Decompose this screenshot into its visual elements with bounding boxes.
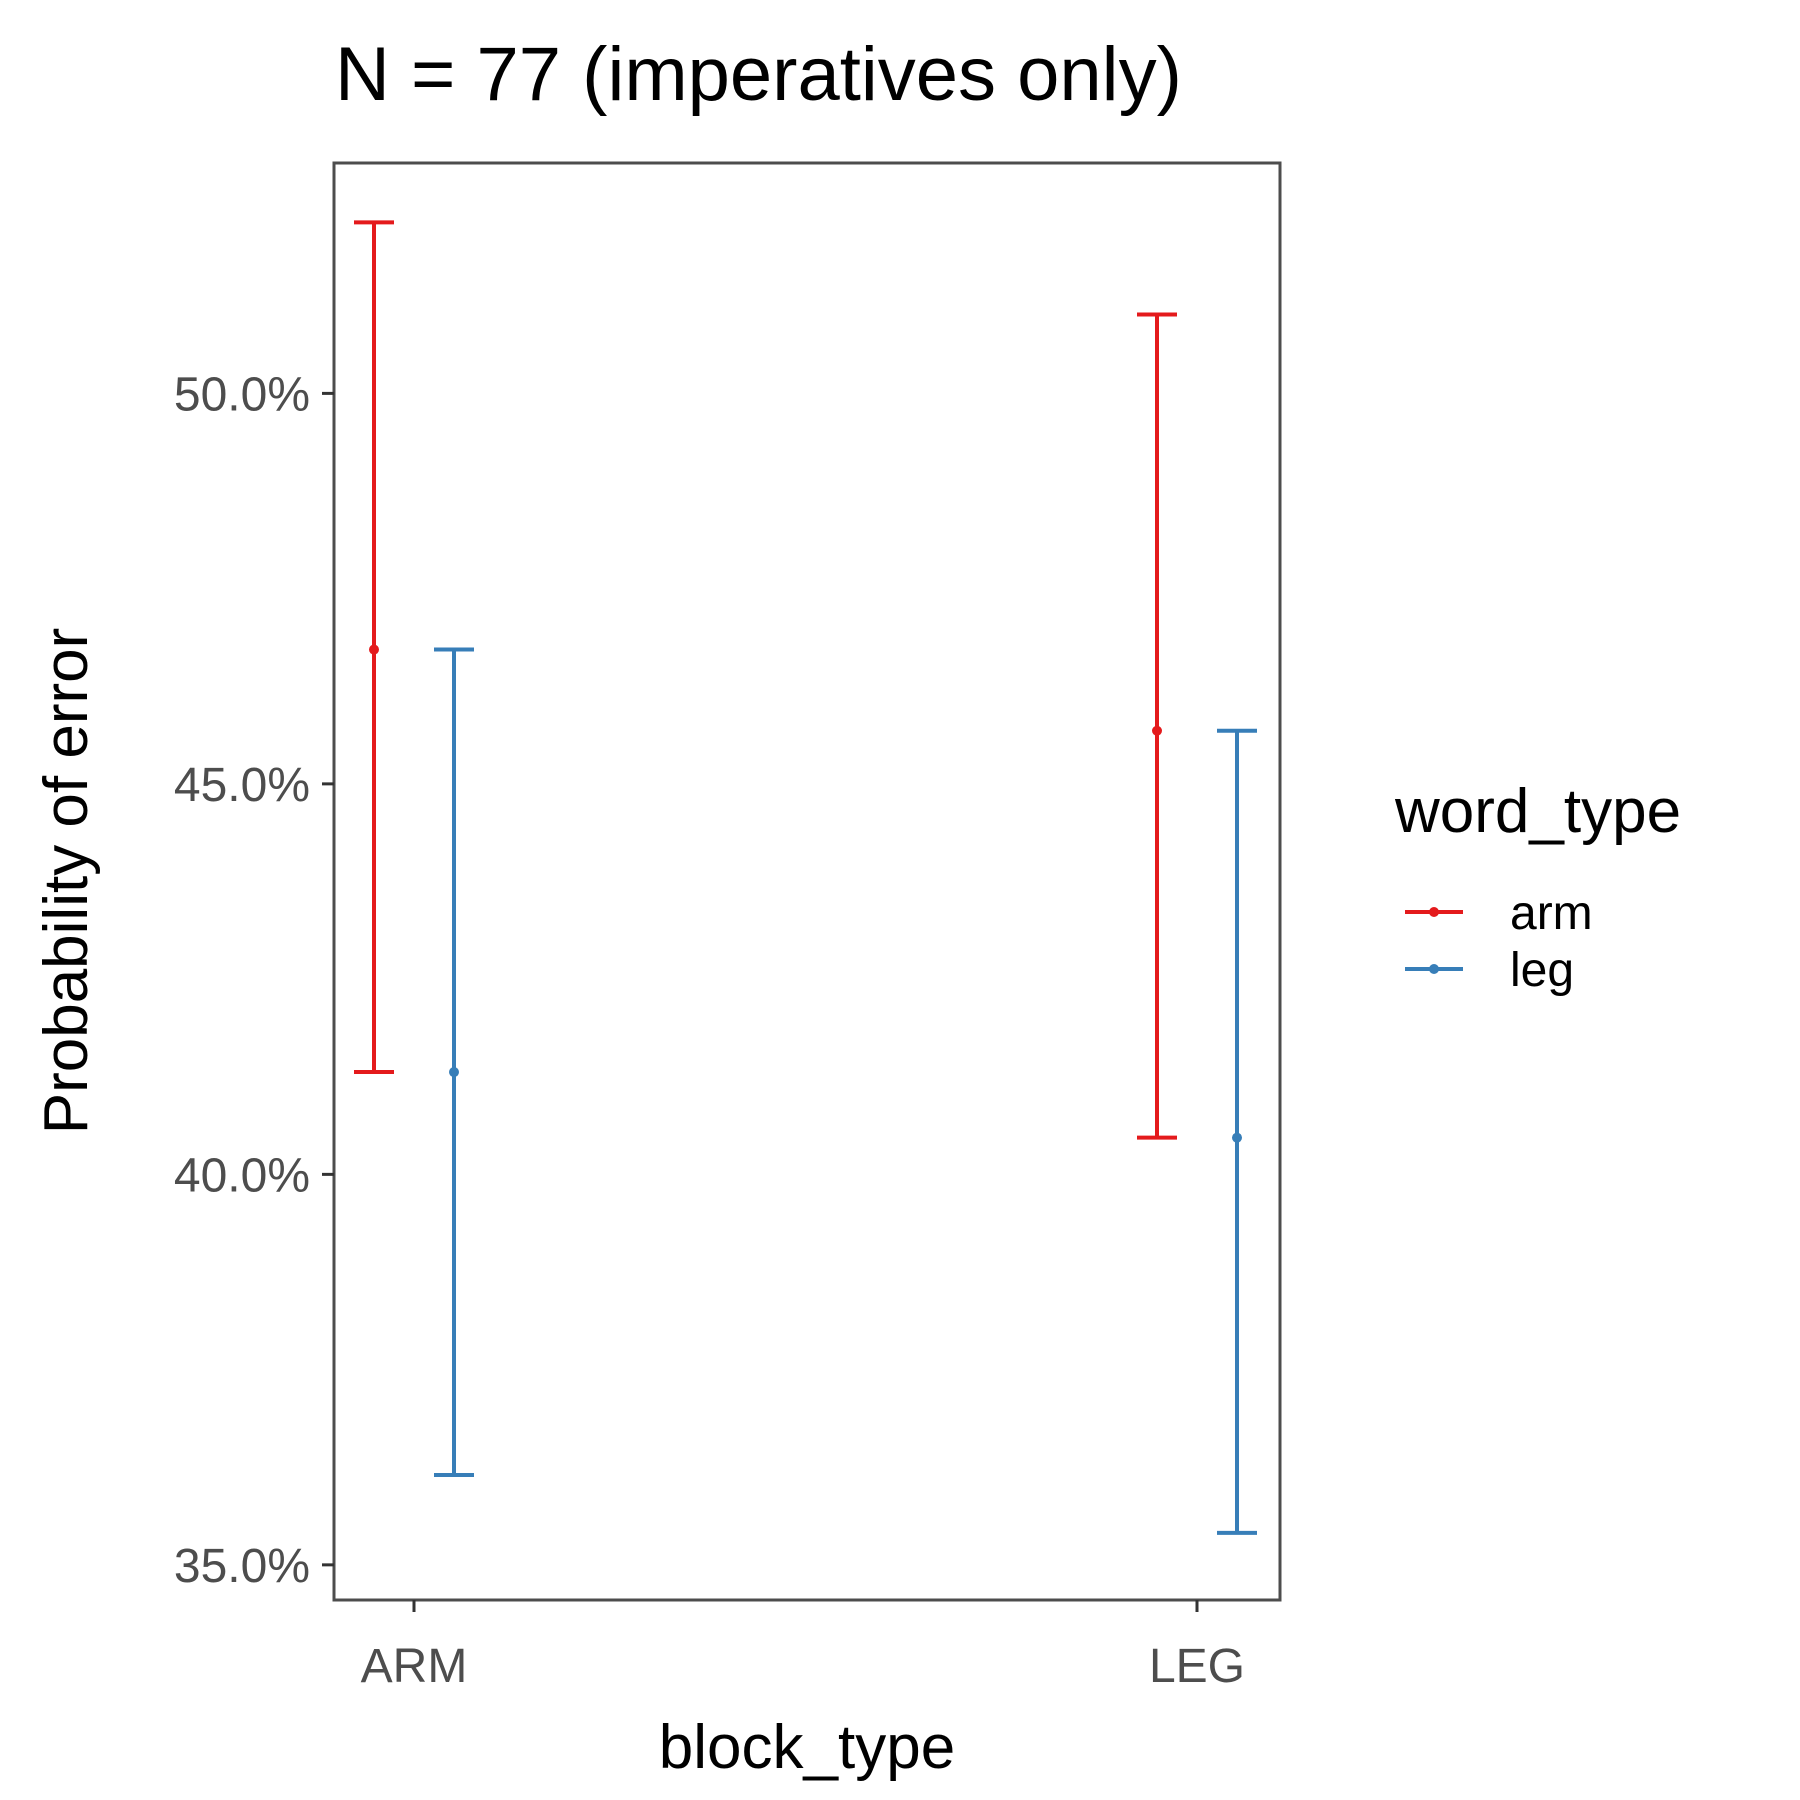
- chart-title: N = 77 (imperatives only): [335, 32, 1182, 117]
- x-axis-title: block_type: [659, 1713, 955, 1782]
- y-tick-label: 50.0%: [174, 368, 310, 421]
- error-bars: [354, 220, 1257, 1535]
- y-axis-title: Probability of error: [32, 628, 101, 1135]
- error-bar-point: [369, 644, 379, 655]
- x-axis: ARM LEG: [361, 1600, 1245, 1693]
- legend-key-leg: [1405, 964, 1463, 974]
- legend-label: leg: [1510, 944, 1574, 997]
- error-bar-point: [449, 1067, 459, 1078]
- y-tick-label: 35.0%: [174, 1540, 310, 1593]
- legend-key-point: [1429, 964, 1439, 974]
- legend-key-arm: [1405, 907, 1463, 917]
- y-tick-label: 40.0%: [174, 1149, 310, 1202]
- x-tick-label: LEG: [1149, 1640, 1245, 1693]
- error-bar-arm-arm: [354, 220, 394, 1075]
- plot-panel: [332, 161, 1282, 1602]
- legend-title: word_type: [1394, 777, 1681, 846]
- x-tick-label: ARM: [361, 1640, 468, 1693]
- error-bar-point: [1152, 725, 1162, 736]
- legend-key-point: [1429, 907, 1439, 917]
- error-bar-leg-leg: [1217, 728, 1257, 1535]
- y-axis: 35.0% 40.0% 45.0% 50.0%: [174, 368, 334, 1593]
- legend-label: arm: [1510, 887, 1593, 940]
- error-bar-point: [1232, 1132, 1242, 1143]
- error-bar-arm-leg: [1137, 312, 1177, 1140]
- error-bar-leg-arm: [434, 647, 474, 1478]
- y-tick-label: 45.0%: [174, 759, 310, 812]
